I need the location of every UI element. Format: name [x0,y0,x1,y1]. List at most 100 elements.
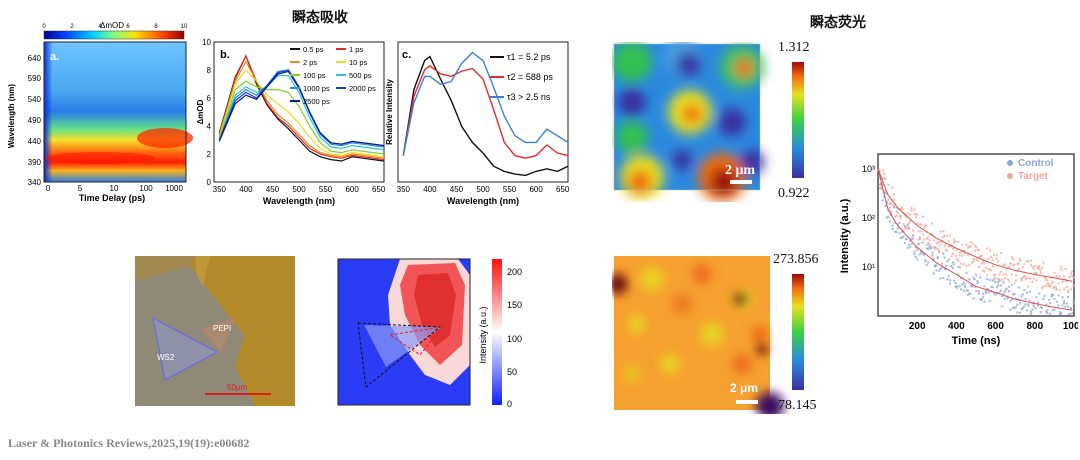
data-point [906,212,909,215]
x-tick-label: 550 [319,185,333,194]
y-tick-label: 10³ [862,164,875,174]
y-tick: 540 [28,95,42,104]
data-point [1035,272,1038,275]
data-point [1032,277,1035,280]
data-point [946,235,949,238]
data-point [950,265,953,268]
data-point [990,255,993,259]
data-point [1024,297,1027,300]
data-point [965,264,968,267]
data-point [965,243,968,247]
x-tick-label: 200 [909,321,926,332]
data-point [914,216,917,219]
data-point [970,285,974,288]
data-point [920,230,923,233]
data-point [1023,289,1026,292]
data-point [914,255,917,259]
data-point [995,286,998,289]
x-tick: 1000 [165,184,183,193]
data-point [1003,290,1007,293]
y-tick-label: 6 [207,94,212,103]
y-tick: 640 [28,54,42,63]
data-point [902,235,905,238]
data-point [932,239,935,242]
y-tick-label: 0 [207,178,212,187]
data-point [1066,295,1070,299]
data-point [972,297,975,300]
data-point [1009,308,1012,311]
data-point [992,278,996,281]
data-point [943,234,946,238]
data-point [1029,263,1033,267]
data-point [947,240,950,243]
data-point [946,249,949,252]
data-point [975,245,978,249]
data-point [928,239,931,242]
data-point [939,244,942,247]
data-point [944,264,948,268]
data-point [951,247,955,250]
data-point [1017,267,1020,271]
data-point [1027,259,1030,263]
data-point [980,262,983,265]
data-point [1010,256,1014,259]
data-point [1040,266,1044,270]
data-point [984,266,987,270]
data-point [999,284,1003,287]
legend-label: Control [1018,158,1054,169]
scale-bar [730,180,752,184]
data-point [1001,278,1004,281]
data-point [1002,273,1005,276]
data-point [1072,300,1075,303]
data-point [951,252,955,256]
data-point [1047,298,1051,302]
scale-bar [736,400,758,404]
data-point [1072,284,1075,287]
data-point [1042,261,1045,264]
data-point [924,224,927,227]
data-point [969,292,972,295]
data-point [1016,311,1019,314]
series-line [218,75,385,151]
data-point [1013,263,1016,266]
fl-bottom-colorbar [792,274,804,390]
data-point [1069,288,1073,291]
data-point [1057,294,1060,297]
data-point [909,213,912,216]
data-point [1003,276,1007,279]
data-point [1035,296,1038,299]
pl-intensity-map: 0 50 100 150 200 Intensity (a.u.) [337,258,522,409]
data-point [932,272,935,275]
legend-label: 500 ps [349,71,372,80]
data-point [1058,289,1062,292]
data-point [1021,306,1024,310]
series-line [218,54,385,161]
data-point [1061,280,1064,284]
data-point [973,244,976,247]
data-point [931,251,934,254]
heatmap-colorbar [43,30,185,40]
data-point [931,222,934,225]
panel-a-label: a. [50,51,59,63]
data-point [991,285,994,289]
data-point [1057,304,1060,307]
data-point [1068,312,1071,316]
pepi-label: PEPI [213,324,231,333]
series-line [218,60,385,159]
colorbar-title: ΔmOD [100,21,124,30]
data-point [1001,305,1004,308]
data-point [1006,297,1009,300]
data-point [964,286,967,289]
x-tick-label: 650 [372,185,386,194]
data-point [1060,265,1063,269]
series-line [218,69,385,148]
colorbar-tick: 4 [98,24,102,30]
data-point [1072,302,1075,305]
data-point [987,257,990,260]
data-point [899,217,902,220]
data-point [1055,300,1059,303]
x-tick-label: 400 [239,185,253,194]
data-point [957,241,960,244]
data-point [906,246,909,250]
data-point [1038,292,1041,295]
